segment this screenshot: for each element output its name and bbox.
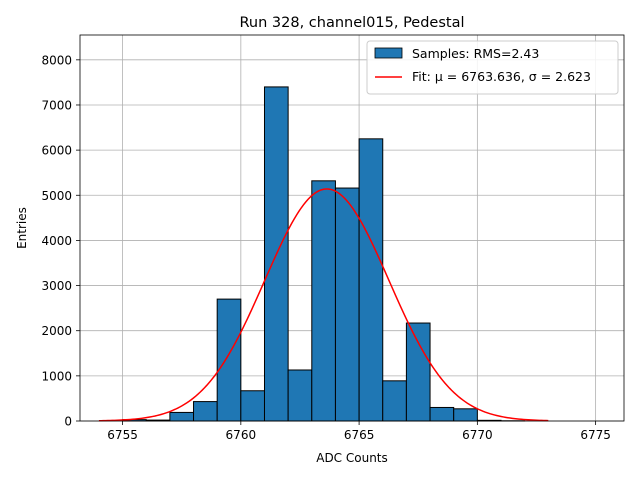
y-tick-label: 0 — [64, 415, 72, 429]
histogram-bar — [405, 322, 431, 422]
y-axis-label: Entries — [15, 207, 29, 249]
histogram-bar — [240, 390, 265, 422]
y-tick-label: 7000 — [41, 98, 72, 112]
histogram-bar — [193, 401, 218, 422]
y-tick-label: 6000 — [41, 144, 72, 158]
x-tick-label: 6760 — [226, 428, 257, 442]
legend-fit-label: Fit: μ = 6763.636, σ = 2.623 — [412, 69, 591, 84]
histogram-bar — [382, 380, 407, 422]
x-tick-label: 6755 — [107, 428, 138, 442]
x-axis-label: ADC Counts — [316, 451, 388, 465]
y-tick-label: 8000 — [41, 53, 72, 67]
histogram-bar — [453, 408, 478, 422]
y-tick-label: 5000 — [41, 189, 72, 203]
y-tick-label: 4000 — [41, 234, 72, 248]
legend: Samples: RMS=2.43 Fit: μ = 6763.636, σ =… — [366, 40, 619, 95]
legend-histogram-swatch — [374, 47, 403, 59]
histogram-bar — [287, 369, 313, 422]
legend-histogram-label: Samples: RMS=2.43 — [412, 46, 539, 61]
y-tick-label: 1000 — [41, 369, 72, 383]
histogram-bar — [216, 298, 242, 422]
y-axis-ticks: 0 1000 2000 3000 4000 5000 6000 7000 8000 — [41, 53, 80, 429]
y-tick-label: 2000 — [41, 324, 72, 338]
histogram-bar — [311, 180, 336, 422]
x-tick-label: 6775 — [580, 428, 611, 442]
x-tick-label: 6770 — [462, 428, 493, 442]
histogram-bar — [358, 138, 384, 422]
plot-frame — [79, 34, 625, 422]
histogram-bar — [169, 411, 195, 422]
legend-box — [366, 40, 619, 95]
gaussian-fit-line — [98, 188, 549, 422]
chart-title: Run 328, channel015, Pedestal — [239, 15, 464, 31]
y-tick-label: 3000 — [41, 279, 72, 293]
histogram-bars — [122, 86, 526, 422]
histogram-bar — [334, 187, 360, 422]
histogram-bar — [429, 406, 455, 422]
x-axis-ticks: 6755 6760 6765 6770 6775 — [107, 421, 611, 442]
x-tick-label: 6765 — [344, 428, 375, 442]
